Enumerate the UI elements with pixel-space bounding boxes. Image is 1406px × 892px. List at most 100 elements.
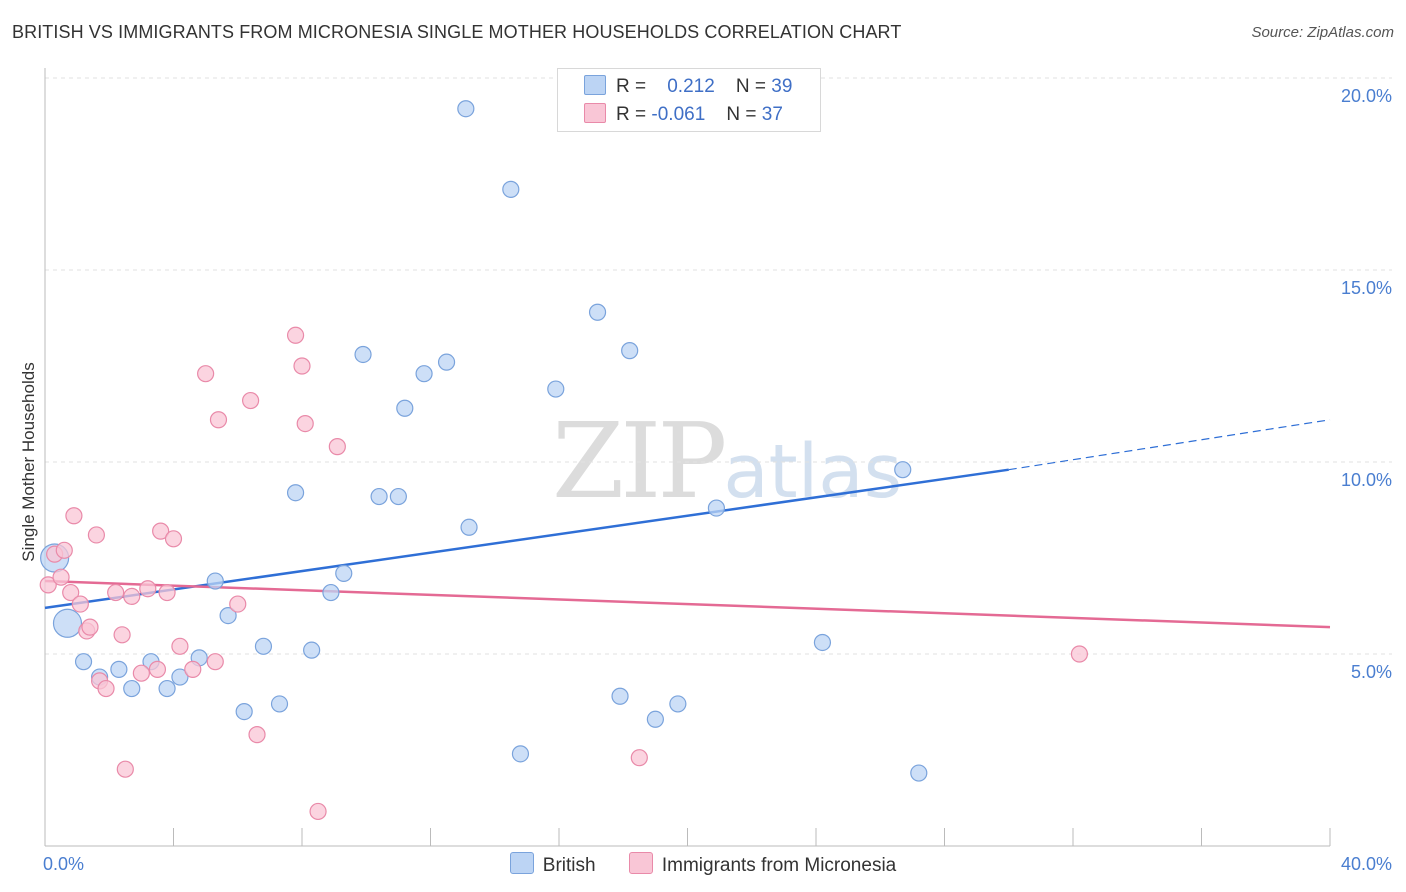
british-point-33[interactable] xyxy=(646,710,664,728)
british-point-25[interactable] xyxy=(457,100,475,118)
y-tick-label-0: 5.0% xyxy=(1351,662,1392,682)
british-point-16[interactable] xyxy=(303,641,321,659)
axes xyxy=(44,68,1331,847)
british-point-37[interactable] xyxy=(894,461,912,479)
y-tick-label-1: 10.0% xyxy=(1341,470,1392,490)
micronesia-point-29[interactable] xyxy=(229,595,247,613)
british-point-17[interactable] xyxy=(322,583,340,602)
micronesia-point-3[interactable] xyxy=(55,541,73,559)
micronesia-point-27[interactable] xyxy=(242,391,260,410)
british-point-38[interactable] xyxy=(910,764,928,782)
micronesia-point-20[interactable] xyxy=(158,583,176,602)
british-point-18[interactable] xyxy=(335,564,353,582)
british-point-5[interactable] xyxy=(123,679,141,698)
legend-n-value: 39 xyxy=(771,76,793,97)
micronesia-point-17[interactable] xyxy=(139,580,157,598)
axis-labels: 5.0% 10.0% 15.0% 20.0% 0.0% 40.0% Single Mothe… xyxy=(19,86,1392,874)
british-point-32[interactable] xyxy=(621,342,639,360)
british-point-29[interactable] xyxy=(547,380,565,398)
legend-row-micronesia: R = -0.061 N = 37 xyxy=(584,103,783,125)
british-point-7[interactable] xyxy=(158,679,176,698)
british-point-2[interactable] xyxy=(74,653,93,671)
british-point-31[interactable] xyxy=(611,687,629,705)
british-point-36[interactable] xyxy=(813,633,832,652)
british-point-13[interactable] xyxy=(254,637,273,655)
micronesia-point-6[interactable] xyxy=(71,595,89,613)
micronesia-point-0[interactable] xyxy=(39,576,57,594)
legend-item-british[interactable]: British xyxy=(509,852,596,877)
micronesia-point-13[interactable] xyxy=(113,626,131,644)
legend-item-micronesia[interactable]: Immigrants from Micronesia xyxy=(628,852,897,877)
y-axis-title: Single Mother Households xyxy=(19,362,38,561)
british-point-22[interactable] xyxy=(396,399,414,417)
micronesia-point-28[interactable] xyxy=(248,726,266,744)
british-point-30[interactable] xyxy=(588,303,607,321)
series-legend: British Immigrants from Micronesia xyxy=(0,852,1406,877)
trend-lines xyxy=(44,419,1331,629)
legend-r-label: R = xyxy=(616,104,647,125)
british-point-15[interactable] xyxy=(286,484,305,502)
british-point-35[interactable] xyxy=(707,499,726,517)
legend-label-micronesia: Immigrants from Micronesia xyxy=(661,855,897,876)
micronesia-point-22[interactable] xyxy=(171,637,189,655)
micronesia-point-26[interactable] xyxy=(209,411,228,429)
y-tick-label-2: 15.0% xyxy=(1341,278,1392,298)
micronesia-point-35[interactable] xyxy=(630,749,648,767)
y-tick-label-3: 20.0% xyxy=(1341,86,1392,106)
micronesia-point-4[interactable] xyxy=(62,583,80,602)
micronesia-point-33[interactable] xyxy=(309,802,327,821)
micronesia-point-8[interactable] xyxy=(81,618,99,636)
micronesia-point-30[interactable] xyxy=(286,326,305,344)
micronesia-point-34[interactable] xyxy=(328,438,346,456)
micronesia-point-36[interactable] xyxy=(1070,645,1089,663)
watermark: ZIPatlas xyxy=(552,400,902,522)
british-point-34[interactable] xyxy=(669,695,687,713)
micronesia-point-14[interactable] xyxy=(116,760,134,778)
british-point-26[interactable] xyxy=(460,518,478,536)
micronesia-point-9[interactable] xyxy=(87,526,106,544)
micronesia-point-11[interactable] xyxy=(97,679,115,698)
british-point-11[interactable] xyxy=(219,606,237,625)
micronesia-point-21[interactable] xyxy=(164,530,183,548)
micronesia-trend-line xyxy=(44,579,1331,629)
british-point-4[interactable] xyxy=(110,660,128,678)
british-point-20[interactable] xyxy=(370,487,388,506)
watermark-zip: ZIP xyxy=(552,400,727,522)
legend-swatch-british xyxy=(584,75,606,95)
legend-n-label: N = xyxy=(726,104,757,125)
british-point-23[interactable] xyxy=(415,365,433,383)
micronesia-point-15[interactable] xyxy=(123,587,141,606)
british-point-19[interactable] xyxy=(354,345,372,364)
legend-label-british: British xyxy=(542,855,596,876)
micronesia-point-5[interactable] xyxy=(65,507,83,525)
micronesia-point-16[interactable] xyxy=(132,664,150,682)
british-point-10[interactable] xyxy=(206,572,224,590)
grid-lines xyxy=(45,77,1392,655)
micronesia-swatch xyxy=(628,852,653,874)
micronesia-point-32[interactable] xyxy=(296,415,314,433)
x-tick-label-min: 0.0% xyxy=(43,854,84,874)
british-point-8[interactable] xyxy=(171,668,189,686)
stats-legend: R = 0.212 N = 39 R = -0.061 N = 37 xyxy=(557,68,821,132)
micronesia-point-19[interactable] xyxy=(152,522,170,540)
british-point-24[interactable] xyxy=(437,353,456,371)
british-point-12[interactable] xyxy=(235,702,253,721)
micronesia-point-31[interactable] xyxy=(293,357,311,375)
british-point-14[interactable] xyxy=(270,695,289,713)
micronesia-point-23[interactable] xyxy=(184,660,202,678)
watermark-atlas: atlas xyxy=(723,429,903,515)
micronesia-point-18[interactable] xyxy=(148,660,167,678)
legend-r-label: R = xyxy=(616,76,647,97)
micronesia-point-2[interactable] xyxy=(52,568,70,586)
british-point-27[interactable] xyxy=(502,180,520,198)
legend-n-value: 37 xyxy=(761,104,783,125)
british-point-21[interactable] xyxy=(389,487,407,506)
micronesia-point-12[interactable] xyxy=(107,583,125,602)
british-point-1[interactable] xyxy=(52,608,83,638)
micronesia-point-24[interactable] xyxy=(197,365,215,383)
british-point-28[interactable] xyxy=(511,745,530,763)
data-points xyxy=(39,100,1089,821)
british-trend-line xyxy=(44,468,1009,610)
micronesia-point-25[interactable] xyxy=(206,653,224,671)
